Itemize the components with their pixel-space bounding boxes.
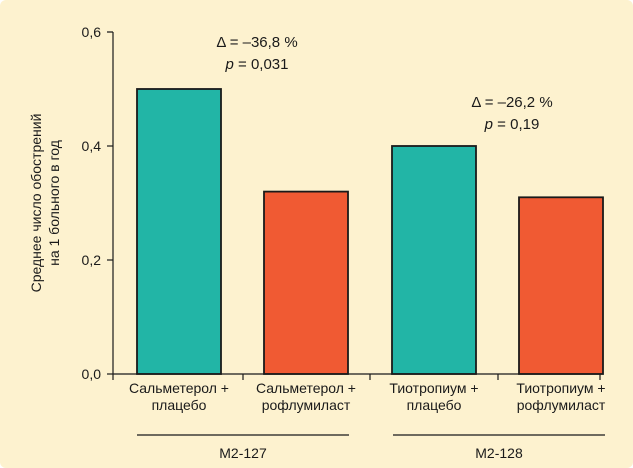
bar <box>391 145 477 375</box>
category-label-line: рофлумиласт <box>262 397 351 413</box>
y-axis-title-line: Среднее число обострений <box>28 114 44 293</box>
group-label: М2-128 <box>475 445 523 461</box>
bars <box>136 88 604 375</box>
y-axis-title: Среднее число обострений на 1 больного в … <box>28 114 62 293</box>
p-symbol: p <box>225 56 234 73</box>
bar <box>518 196 604 375</box>
p-value: = 0,19 <box>493 116 539 133</box>
p-symbol: p <box>484 116 493 133</box>
category-label-line: рофлумиласт <box>517 397 606 413</box>
category-label-line: Тиотропиум + <box>516 380 605 396</box>
delta-annotation: Δ = –26,2 % <box>471 94 552 111</box>
y-tick-label: 0,0 <box>82 366 102 382</box>
category-label-line: плацебо <box>152 397 207 413</box>
bar <box>136 88 222 375</box>
group-label: М2-127 <box>219 445 267 461</box>
category-label: Сальметерол + плацебо <box>129 380 229 413</box>
y-axis-label: Среднее число обострений на 1 больного в … <box>28 114 62 293</box>
category-label-line: Сальметерол + <box>129 380 229 396</box>
delta-annotation: Δ = –36,8 % <box>216 34 297 51</box>
category-label-line: Тиотропиум + <box>389 380 478 396</box>
category-label: Сальметерол + рофлумиласт <box>256 380 356 413</box>
y-ticks: 0,0 0,2 0,4 0,6 <box>82 24 113 382</box>
y-tick-label: 0,4 <box>82 138 102 154</box>
category-label: Тиотропиум + рофлумиласт <box>516 380 605 413</box>
group-labels: М2-127 М2-128 <box>137 434 605 461</box>
bar <box>263 190 349 375</box>
annotations: Δ = –36,8 % p = 0,031 Δ = –26,2 % p = 0,19 <box>216 34 552 133</box>
axes <box>112 32 601 380</box>
category-label-line: Сальметерол + <box>256 380 356 396</box>
p-value-annotation: p = 0,031 <box>225 56 289 73</box>
y-tick-label: 0,2 <box>82 252 102 268</box>
p-value-annotation: p = 0,19 <box>484 116 540 133</box>
p-value: = 0,031 <box>234 56 289 73</box>
y-axis-title-line: на 1 больного в год <box>46 140 62 266</box>
category-label: Тиотропиум + плацебо <box>389 380 478 413</box>
y-tick-label: 0,6 <box>82 24 102 40</box>
category-label-line: плацебо <box>407 397 462 413</box>
